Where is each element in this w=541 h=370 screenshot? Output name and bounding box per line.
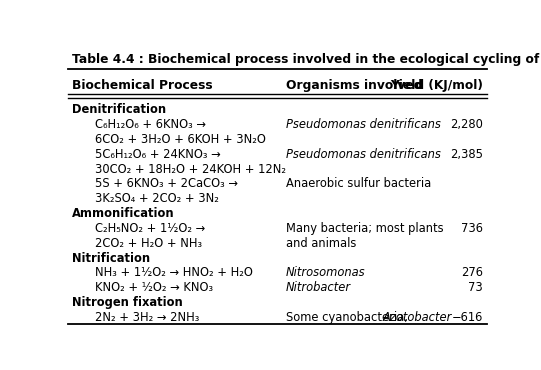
Text: Anaerobic sulfur bacteria: Anaerobic sulfur bacteria bbox=[286, 178, 431, 191]
Text: Pseudomonas denitrificans: Pseudomonas denitrificans bbox=[286, 148, 440, 161]
Text: Biochemical Process: Biochemical Process bbox=[72, 79, 213, 92]
Text: 5S + 6KNO₃ + 2CaCO₃ →: 5S + 6KNO₃ + 2CaCO₃ → bbox=[95, 178, 238, 191]
Text: Denitrification: Denitrification bbox=[72, 103, 166, 117]
Text: 30CO₂ + 18H₂O + 24KOH + 12N₂: 30CO₂ + 18H₂O + 24KOH + 12N₂ bbox=[95, 163, 286, 176]
Text: 5C₆H₁₂O₆ + 24KNO₃ →: 5C₆H₁₂O₆ + 24KNO₃ → bbox=[95, 148, 221, 161]
Text: Yield (KJ/mol): Yield (KJ/mol) bbox=[390, 79, 483, 92]
Text: 2,280: 2,280 bbox=[450, 118, 483, 131]
Text: Table 4.4 : Biochemical process involved in the ecological cycling of nitrogen: Table 4.4 : Biochemical process involved… bbox=[72, 53, 541, 66]
Text: −616: −616 bbox=[451, 311, 483, 324]
Text: Pseudomonas denitrificans: Pseudomonas denitrificans bbox=[286, 118, 440, 131]
Text: C₂H₅NO₂ + 1½O₂ →: C₂H₅NO₂ + 1½O₂ → bbox=[95, 222, 205, 235]
Text: 3K₂SO₄ + 2CO₂ + 3N₂: 3K₂SO₄ + 2CO₂ + 3N₂ bbox=[95, 192, 219, 205]
Text: Nitrogen fixation: Nitrogen fixation bbox=[72, 296, 182, 309]
Text: Organisms involved: Organisms involved bbox=[286, 79, 422, 92]
Text: NH₃ + 1½O₂ → HNO₂ + H₂O: NH₃ + 1½O₂ → HNO₂ + H₂O bbox=[95, 266, 253, 279]
Text: Some cyanobacteria,: Some cyanobacteria, bbox=[286, 311, 411, 324]
Text: 6CO₂ + 3H₂O + 6KOH + 3N₂O: 6CO₂ + 3H₂O + 6KOH + 3N₂O bbox=[95, 133, 266, 146]
Text: 2CO₂ + H₂O + NH₃: 2CO₂ + H₂O + NH₃ bbox=[95, 237, 202, 250]
Text: Nitrobacter: Nitrobacter bbox=[286, 281, 351, 294]
Text: Nitrosomonas: Nitrosomonas bbox=[286, 266, 365, 279]
Text: Nitrification: Nitrification bbox=[72, 252, 150, 265]
Text: and animals: and animals bbox=[286, 237, 356, 250]
Text: 2,385: 2,385 bbox=[450, 148, 483, 161]
Text: Many bacteria; most plants: Many bacteria; most plants bbox=[286, 222, 443, 235]
Text: Ammonification: Ammonification bbox=[72, 207, 174, 220]
Text: 276: 276 bbox=[461, 266, 483, 279]
Text: KNO₂ + ½O₂ → KNO₃: KNO₂ + ½O₂ → KNO₃ bbox=[95, 281, 213, 294]
Text: 736: 736 bbox=[461, 222, 483, 235]
Text: 73: 73 bbox=[468, 281, 483, 294]
Text: Azotobacter: Azotobacter bbox=[383, 311, 452, 324]
Text: 2N₂ + 3H₂ → 2NH₃: 2N₂ + 3H₂ → 2NH₃ bbox=[95, 311, 199, 324]
Text: C₆H₁₂O₆ + 6KNO₃ →: C₆H₁₂O₆ + 6KNO₃ → bbox=[95, 118, 206, 131]
